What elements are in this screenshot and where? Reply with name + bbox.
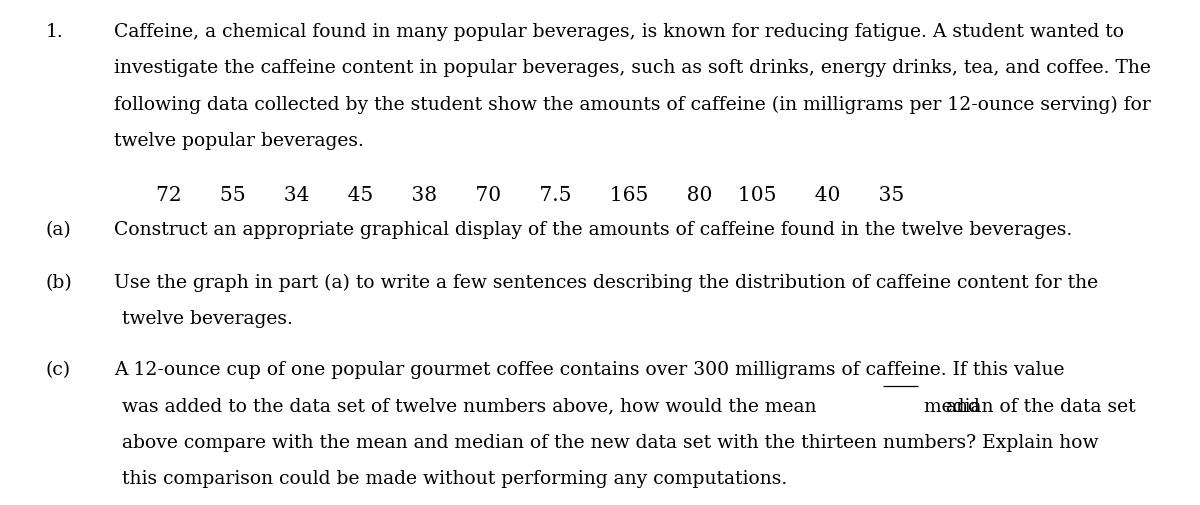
Text: Use the graph in part (a) to write a few sentences describing the distribution o: Use the graph in part (a) to write a few… xyxy=(114,274,1098,292)
Text: this comparison could be made without performing any computations.: this comparison could be made without pe… xyxy=(122,470,787,488)
Text: median of the data set: median of the data set xyxy=(918,397,1135,416)
Text: Construct an appropriate graphical display of the amounts of caffeine found in t: Construct an appropriate graphical displ… xyxy=(114,221,1073,239)
Text: (c): (c) xyxy=(46,361,71,379)
Text: (a): (a) xyxy=(46,221,71,239)
Text: investigate the caffeine content in popular beverages, such as soft drinks, ener: investigate the caffeine content in popu… xyxy=(114,59,1151,77)
Text: twelve beverages.: twelve beverages. xyxy=(122,310,293,328)
Text: above compare with the mean and median of the new data set with the thirteen num: above compare with the mean and median o… xyxy=(122,434,1099,452)
Text: and: and xyxy=(946,397,980,416)
Text: following data collected by the student show the amounts of caffeine (in milligr: following data collected by the student … xyxy=(114,95,1151,114)
Text: Caffeine, a chemical found in many popular beverages, is known for reducing fati: Caffeine, a chemical found in many popul… xyxy=(114,23,1124,41)
Text: 72      55      34      45      38      70      7.5      165      80    105     : 72 55 34 45 38 70 7.5 165 80 105 xyxy=(156,186,905,205)
Text: 1.: 1. xyxy=(46,23,64,41)
Text: twelve popular beverages.: twelve popular beverages. xyxy=(114,132,364,150)
Text: was added to the data set of twelve numbers above, how would the mean: was added to the data set of twelve numb… xyxy=(122,397,823,416)
Text: A 12-ounce cup of one popular gourmet coffee contains over 300 milligrams of caf: A 12-ounce cup of one popular gourmet co… xyxy=(114,361,1064,379)
Text: (b): (b) xyxy=(46,274,72,292)
